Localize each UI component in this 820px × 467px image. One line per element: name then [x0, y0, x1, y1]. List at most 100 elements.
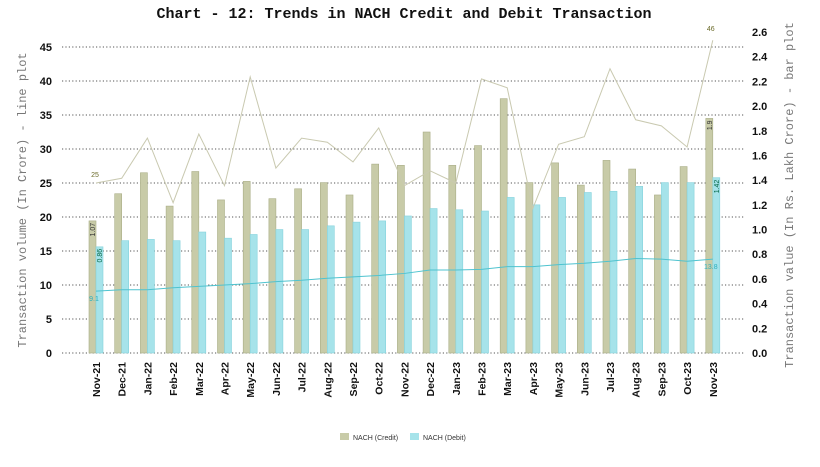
left-tick-label: 45: [40, 42, 52, 54]
x-tick-label: May-23: [554, 362, 566, 398]
debit-bar: [301, 229, 309, 354]
debit-bar: [455, 209, 464, 354]
debit-bar: [686, 182, 695, 354]
data-label: 25: [91, 172, 99, 179]
right-tick-label: 2.0: [752, 101, 767, 113]
debit-bar: [172, 240, 181, 354]
debit-bar: [506, 197, 515, 354]
debit-bar: [481, 210, 489, 354]
credit-bar: [576, 184, 585, 354]
data-label: 1.9: [707, 120, 714, 130]
x-tick-label: Jan-22: [142, 362, 154, 395]
data-label: 9.1: [89, 296, 99, 303]
credit-bar: [602, 160, 611, 354]
credit-bar: [551, 162, 559, 354]
credit-bar: [448, 165, 457, 354]
credit-bar: [88, 220, 97, 354]
credit-bar: [628, 168, 637, 354]
x-tick-label: Feb-23: [477, 362, 489, 396]
x-tick-label: May-22: [245, 362, 257, 398]
legend-label: NACH (Credit): [353, 435, 398, 442]
right-tick-label: 0.8: [752, 249, 767, 261]
x-tick-label: Jun-22: [271, 362, 283, 396]
credit-volume-line: [95, 40, 714, 210]
right-tick-label: 2.6: [752, 27, 767, 39]
credit-bar: [474, 145, 482, 354]
x-tick-label: Aug-23: [631, 362, 643, 398]
credit-bar: [114, 193, 122, 354]
credit-bar: [217, 199, 225, 354]
right-tick-label: 0.4: [752, 299, 768, 311]
debit-bar: [224, 237, 232, 354]
debit-bar: [609, 190, 618, 354]
right-tick-label: 2.2: [752, 76, 767, 88]
debit-bar: [275, 229, 284, 354]
debit-bar: [635, 186, 644, 354]
x-tick-label: Mar-22: [194, 362, 206, 396]
debit-bar: [95, 246, 104, 354]
x-tick-label: Oct-23: [682, 362, 694, 395]
x-tick-label: Nov-21: [91, 362, 103, 397]
debit-bar: [558, 197, 566, 354]
credit-bar: [268, 198, 277, 354]
debit-bar: [326, 225, 335, 354]
left-tick-label: 15: [40, 246, 52, 258]
debit-bar: [198, 231, 207, 354]
credit-bar: [499, 98, 508, 354]
data-label: 0.86: [97, 249, 104, 263]
right-tick-label: 1.4: [752, 175, 768, 187]
x-tick-label: Feb-22: [168, 362, 180, 396]
credit-bar: [319, 182, 328, 354]
credit-bar: [294, 188, 302, 354]
legend-swatch-debit: [410, 433, 419, 440]
debit-bar: [147, 239, 155, 354]
right-tick-label: 0.0: [752, 348, 767, 360]
debit-bar: [583, 192, 592, 354]
debit-bar: [661, 182, 669, 354]
credit-bar: [345, 194, 354, 354]
debit-bar: [378, 220, 387, 354]
left-tick-label: 35: [40, 110, 52, 122]
left-tick-label: 25: [40, 178, 52, 190]
x-tick-label: Sep-22: [348, 362, 360, 397]
x-tick-label: Sep-23: [656, 362, 668, 397]
right-axis-title: Transaction value (In Rs. Lakh Crore) - …: [783, 22, 797, 368]
x-tick-label: Jun-23: [579, 362, 591, 396]
legend: NACH (Credit) NACH (Debit): [340, 433, 466, 442]
x-tick-label: Oct-22: [374, 362, 386, 395]
legend-label: NACH (Debit): [423, 435, 466, 442]
credit-bar: [422, 131, 431, 354]
debit-bar: [404, 215, 412, 354]
debit-bar: [532, 204, 541, 354]
x-tick-label: Apr-22: [220, 362, 232, 395]
left-tick-label: 0: [46, 348, 52, 360]
debit-volume-line: [95, 257, 713, 292]
chart-title: Chart - 12: Trends in NACH Credit and De…: [156, 6, 651, 23]
debit-bar: [352, 221, 361, 354]
x-tick-label: Nov-23: [708, 362, 720, 397]
credit-bar: [654, 194, 662, 354]
right-tick-label: 1.8: [752, 126, 767, 138]
left-tick-label: 5: [46, 314, 52, 326]
debit-bar: [249, 234, 258, 354]
x-tick-label: Dec-21: [117, 362, 129, 397]
credit-bar: [140, 172, 148, 354]
right-tick-label: 0.2: [752, 323, 767, 335]
right-tick-label: 2.4: [752, 52, 768, 64]
x-tick-label: Mar-23: [502, 362, 514, 396]
right-tick-label: 1.2: [752, 200, 767, 212]
left-tick-label: 40: [40, 76, 52, 88]
credit-bar: [525, 182, 534, 354]
right-tick-label: 0.6: [752, 274, 767, 286]
data-label: 46: [707, 26, 715, 33]
credit-bar: [242, 181, 251, 354]
data-label: 1.42: [714, 180, 721, 194]
credit-bar: [191, 171, 200, 354]
x-tick-label: Apr-23: [528, 362, 540, 395]
legend-swatch-credit: [340, 433, 349, 440]
debit-bar: [121, 240, 129, 354]
x-tick-label: Aug-22: [322, 362, 334, 398]
left-tick-label: 20: [40, 212, 52, 224]
credit-bar: [397, 165, 405, 354]
